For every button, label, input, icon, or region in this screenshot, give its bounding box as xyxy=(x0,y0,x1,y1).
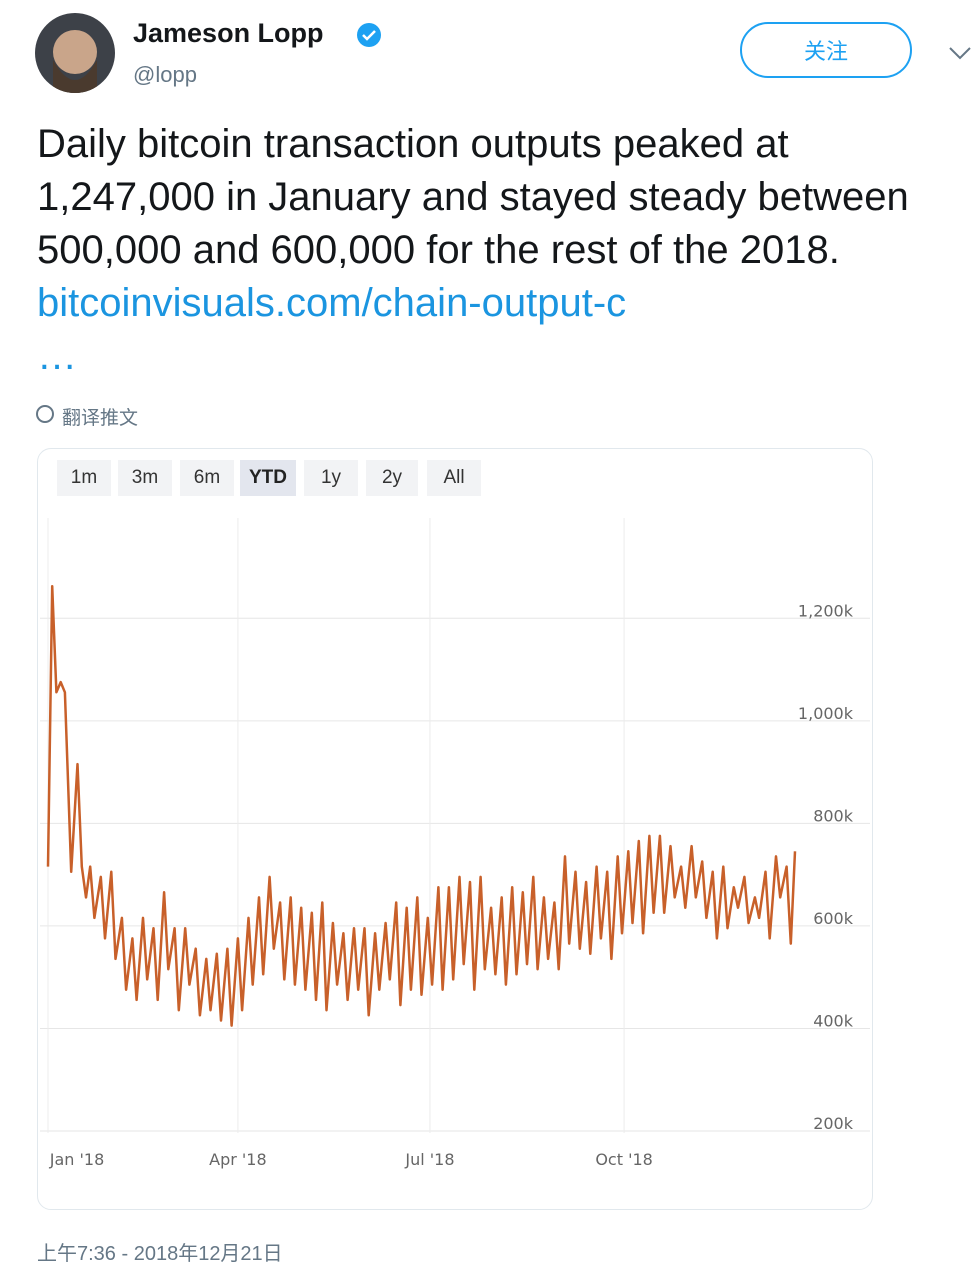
range-button[interactable]: 1m xyxy=(57,460,111,496)
avatar[interactable] xyxy=(35,13,115,93)
plot: 200k 400k 600k 800k 1,000k 1,200k Jan '18 Apr '… xyxy=(40,518,870,1169)
tweet-text: Daily bitcoin transaction outputs peaked… xyxy=(37,122,909,272)
verified-check xyxy=(362,30,376,41)
range-button[interactable]: 3m xyxy=(118,460,172,496)
user-handle[interactable]: @lopp xyxy=(133,62,197,87)
menu-chevron[interactable] xyxy=(949,47,971,60)
y-tick-label: 1,000k xyxy=(798,704,854,723)
verified-badge xyxy=(357,23,381,47)
range-button[interactable]: 1y xyxy=(304,460,358,496)
tweet-link[interactable]: bitcoinvisuals.com/chain-output-c xyxy=(37,281,627,325)
y-tick-label: 1,200k xyxy=(798,601,854,620)
translate-link[interactable]: 翻译推文 xyxy=(62,408,139,429)
x-tick-label: Jan '18 xyxy=(49,1150,105,1169)
y-tick-label: 400k xyxy=(813,1011,854,1030)
x-tick-label: Jul '18 xyxy=(404,1150,454,1169)
range-button[interactable]: 2y xyxy=(366,460,418,496)
x-tick-label: Oct '18 xyxy=(595,1150,653,1169)
y-tick-label: 200k xyxy=(813,1114,854,1133)
range-button[interactable]: All xyxy=(427,460,481,496)
globe-icon xyxy=(36,405,54,423)
chart-card xyxy=(37,448,873,1210)
range-button[interactable]: 6m xyxy=(180,460,234,496)
follow-button[interactable]: 关注 xyxy=(740,22,912,78)
user-name[interactable]: Jameson Lopp xyxy=(133,18,324,48)
y-tick-label: 600k xyxy=(813,909,854,928)
timestamp: 上午7:36 - 2018年12月21日 xyxy=(37,1243,283,1265)
x-tick-label: Apr '18 xyxy=(209,1150,267,1169)
tweet-ellipsis[interactable]: … xyxy=(37,334,77,378)
y-tick-label: 800k xyxy=(813,806,854,825)
tweet-body: Daily bitcoin transaction outputs peaked… xyxy=(37,118,962,383)
data-line xyxy=(46,584,797,1027)
range-button[interactable]: YTD xyxy=(240,460,296,496)
